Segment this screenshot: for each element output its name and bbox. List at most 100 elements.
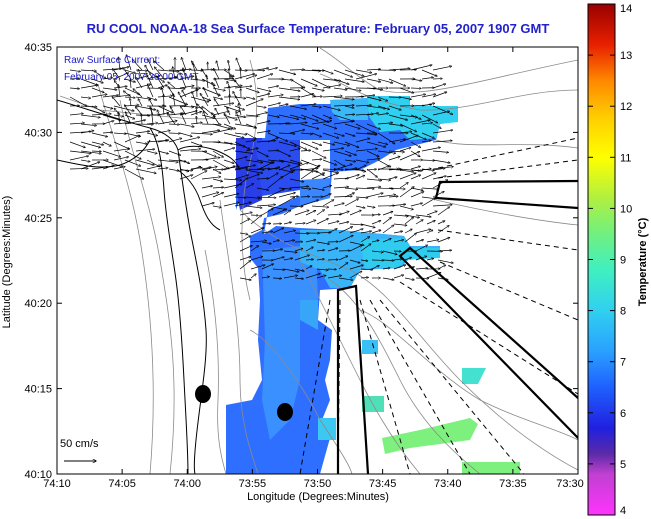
current-vector — [181, 57, 187, 71]
current-vector — [305, 259, 313, 260]
current-vector — [190, 171, 207, 180]
current-vector — [167, 113, 176, 125]
current-vector — [322, 105, 340, 110]
current-vector — [214, 69, 220, 80]
current-vector — [410, 170, 422, 171]
current-vector — [300, 123, 319, 129]
current-vector — [124, 69, 136, 73]
current-vector — [267, 189, 284, 198]
colorbar-tick-label: 8 — [620, 306, 626, 318]
surface-current-vectors — [69, 55, 453, 280]
current-vector — [399, 169, 414, 172]
current-vector — [91, 87, 104, 92]
current-vector — [200, 93, 209, 107]
current-vector — [311, 159, 322, 160]
current-vector — [179, 90, 198, 98]
current-vector — [300, 141, 318, 149]
current-vector — [278, 150, 290, 156]
current-vector — [245, 159, 263, 163]
current-vector — [399, 96, 411, 99]
current-vector — [355, 159, 369, 163]
current-vector — [371, 240, 379, 243]
current-vector — [182, 90, 187, 98]
current-vector — [135, 96, 151, 99]
current-vector — [146, 73, 154, 89]
current-vector — [344, 150, 356, 155]
current-vector — [148, 59, 154, 71]
current-vector — [322, 194, 331, 198]
current-vector — [193, 63, 198, 80]
current-vector — [272, 240, 279, 243]
station-marker-1 — [195, 385, 211, 403]
current-vector — [183, 68, 187, 80]
current-vector — [80, 162, 100, 170]
current-vector — [366, 150, 379, 157]
current-vector — [382, 217, 391, 225]
current-vector — [333, 196, 352, 197]
current-vector — [245, 148, 258, 152]
current-vector — [245, 196, 260, 198]
current-vector — [311, 165, 320, 171]
current-vector — [212, 82, 220, 98]
current-vector — [410, 120, 430, 125]
current-vector — [168, 150, 181, 155]
current-vector — [157, 105, 173, 113]
current-vector — [151, 108, 154, 125]
current-vector — [344, 78, 364, 82]
current-vector — [432, 205, 452, 207]
current-vector — [410, 175, 421, 180]
current-vector — [322, 96, 342, 97]
colorbar-tick-label: 9 — [620, 255, 626, 267]
current-vector — [256, 68, 269, 71]
current-vector — [415, 220, 423, 225]
current-vector — [234, 157, 247, 161]
current-vector — [80, 159, 90, 162]
current-vector — [256, 205, 275, 207]
current-vector — [278, 104, 288, 107]
current-vector — [113, 149, 129, 152]
current-vector — [305, 247, 313, 252]
current-vector — [179, 132, 192, 136]
current-vector — [366, 69, 380, 70]
current-vector — [410, 65, 432, 71]
current-vector — [393, 223, 407, 225]
current-vector — [223, 132, 244, 138]
current-vector — [294, 278, 303, 279]
station-marker-2 — [277, 403, 293, 421]
current-vector — [333, 121, 353, 125]
current-vector — [322, 123, 337, 129]
current-vector — [223, 194, 239, 198]
current-vector — [377, 166, 389, 171]
current-vector — [69, 123, 84, 124]
current-vector — [382, 211, 393, 216]
current-vector — [212, 141, 233, 144]
shipping-lane-outlines — [336, 179, 578, 474]
current-vector — [130, 79, 131, 89]
current-vector — [300, 159, 319, 167]
current-vector — [157, 168, 168, 169]
current-vector — [316, 219, 328, 225]
current-vector — [311, 121, 332, 125]
current-vector — [322, 159, 336, 165]
current-vector — [157, 96, 172, 97]
current-vector — [245, 99, 263, 107]
current-vector — [316, 210, 324, 216]
current-vector — [138, 99, 143, 107]
current-vector — [283, 222, 291, 225]
current-vector — [426, 230, 433, 234]
current-vector — [355, 205, 365, 208]
current-vector — [91, 105, 105, 113]
current-vector — [421, 114, 438, 123]
current-vector — [333, 164, 352, 171]
current-vector — [239, 260, 251, 270]
current-vector — [300, 133, 312, 134]
current-vector — [223, 148, 235, 152]
current-vector — [388, 204, 406, 207]
current-vector — [289, 105, 306, 109]
current-vector — [118, 85, 121, 98]
current-vector — [377, 96, 388, 101]
current-vector — [338, 235, 353, 243]
current-vector — [91, 114, 111, 115]
current-vector — [371, 230, 381, 234]
current-vector — [168, 82, 176, 89]
